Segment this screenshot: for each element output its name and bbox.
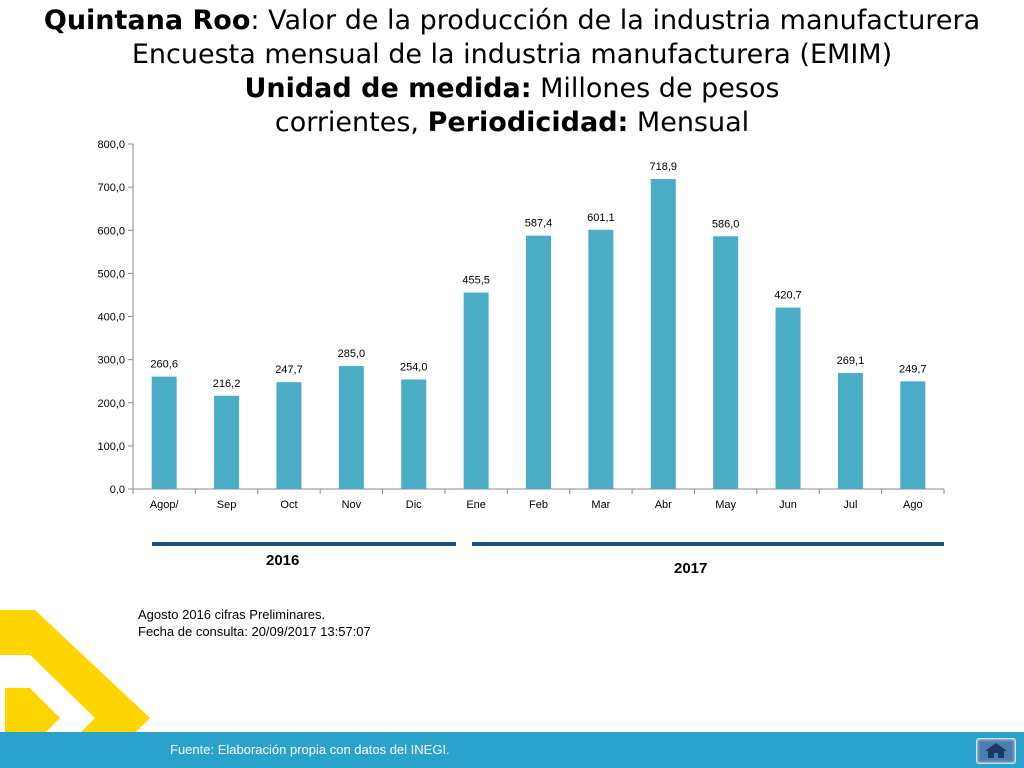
- data-label: 260,6: [150, 359, 178, 371]
- x-tick-label: May: [715, 499, 736, 511]
- data-label: 247,7: [275, 364, 303, 376]
- bar-sep: [214, 395, 240, 489]
- bar-chart: 0,0 100,0 200,0 300,0 400,0 500,0 600,0 700,0 80…: [97, 139, 945, 511]
- year-label-2016: 2016: [266, 552, 300, 569]
- x-tick-label: Dic: [406, 499, 422, 511]
- title-line-2: Encuesta mensual de la industria manufac…: [131, 39, 893, 70]
- y-tick-label: 700,0: [97, 182, 125, 194]
- bar-mar: [588, 229, 614, 489]
- diamond-logo-icon: [0, 610, 150, 768]
- data-label: 718,9: [650, 161, 678, 173]
- x-tick-label: Agop/: [150, 499, 180, 511]
- data-label: 587,4: [525, 218, 553, 230]
- notes: Agosto 2016 cifras Preliminares. Fecha d…: [138, 606, 371, 640]
- year-label-2017: 2017: [674, 560, 708, 577]
- x-tick-label: Sep: [217, 499, 237, 511]
- bar-jun: [775, 307, 801, 489]
- bar-may: [713, 236, 739, 489]
- bar-dic: [401, 379, 427, 489]
- y-tick-label: 800,0: [97, 139, 125, 151]
- bar-agop: [151, 376, 177, 489]
- bars: [151, 178, 926, 490]
- x-tick-label: Abr: [655, 499, 672, 511]
- data-label: 254,0: [400, 361, 428, 373]
- bar-ago: [900, 381, 926, 489]
- year-2016-bracket: [152, 542, 456, 546]
- data-label: 269,1: [837, 355, 865, 367]
- data-label: 285,0: [338, 348, 366, 360]
- home-button[interactable]: [976, 738, 1016, 764]
- source-text: Fuente: Elaboración propia con datos del…: [170, 742, 450, 757]
- x-tick-label: Nov: [342, 499, 362, 511]
- bar-jul: [837, 372, 863, 489]
- bar-oct: [276, 382, 302, 489]
- bar-ene: [463, 292, 489, 489]
- data-label: 420,7: [774, 290, 802, 302]
- x-tick-label: Jul: [843, 499, 857, 511]
- title-line-4: corrientes, Periodicidad: Mensual: [274, 107, 750, 138]
- note-preliminary: Agosto 2016 cifras Preliminares.: [138, 607, 326, 622]
- home-icon: [985, 743, 1007, 758]
- bar-nov: [338, 366, 364, 489]
- x-tick-label: Oct: [280, 499, 297, 511]
- footer-bar: Fuente: Elaboración propia con datos del…: [0, 732, 1024, 768]
- data-label: 601,1: [587, 212, 615, 224]
- title-line-3: Unidad de medida: Millones de pesos: [244, 73, 780, 104]
- y-tick-label: 600,0: [97, 225, 125, 237]
- data-label: 216,2: [213, 378, 241, 390]
- x-tick-label: Ago: [903, 499, 923, 511]
- x-tick-label: Ene: [466, 499, 486, 511]
- x-axis: Agop/Sep Oct Nov Dic Ene Feb Mar Abr May Jun Jul Ag…: [132, 488, 945, 511]
- data-label: 586,0: [712, 218, 740, 230]
- bar-feb: [526, 235, 551, 489]
- x-tick-label: Jun: [779, 499, 797, 511]
- y-tick-label: 500,0: [97, 268, 125, 280]
- y-axis: 0,0 100,0 200,0 300,0 400,0 500,0 600,0 700,0 80…: [97, 139, 134, 496]
- y-tick-label: 300,0: [97, 355, 125, 367]
- x-tick-label: Feb: [529, 499, 548, 511]
- data-labels: 260,6 216,2 247,7 285,0 254,0 455,5 587,4 601,1…: [150, 161, 926, 390]
- data-label: 455,5: [462, 275, 490, 287]
- data-label: 249,7: [899, 363, 927, 375]
- y-tick-label: 0,0: [110, 484, 125, 496]
- y-tick-label: 400,0: [97, 312, 125, 324]
- bar-abr: [650, 178, 676, 490]
- title-line-1: Quintana Roo: Valor de la producción de …: [43, 5, 981, 36]
- x-tick-label: Mar: [591, 499, 610, 511]
- y-tick-label: 200,0: [97, 398, 125, 410]
- y-tick-label: 100,0: [97, 441, 125, 453]
- chart-title: Quintana Roo: Valor de la producción de …: [0, 4, 1024, 140]
- year-2017-bracket: [472, 542, 944, 546]
- note-query-date: Fecha de consulta: 20/09/2017 13:57:07: [138, 624, 371, 639]
